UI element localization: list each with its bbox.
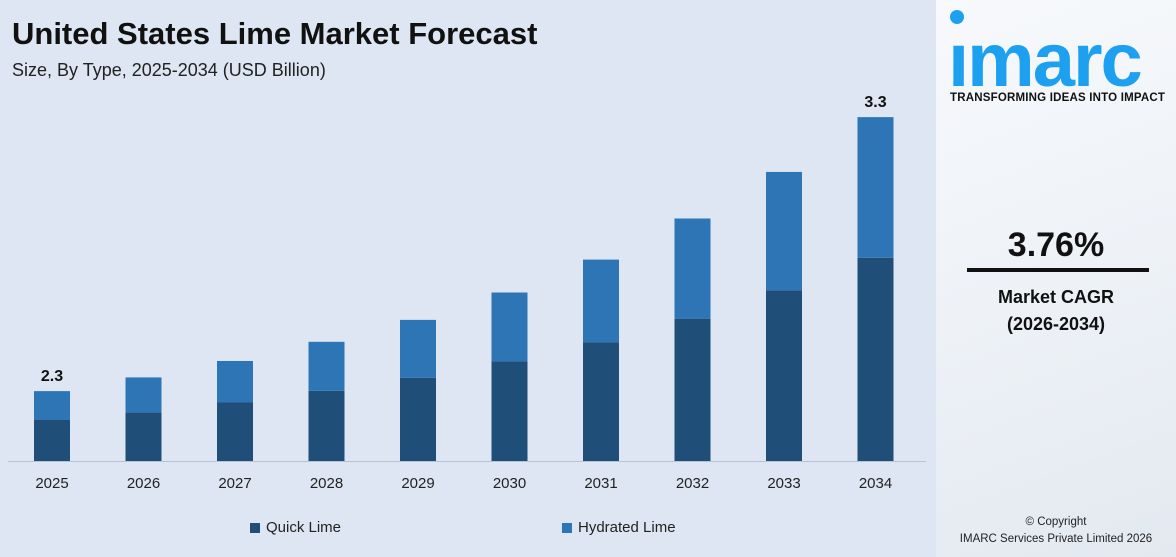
bar-hydrated-lime-2028 [308,341,345,391]
bar-hydrated-lime-2033 [766,171,802,291]
bar-hydrated-lime-2032 [674,218,711,319]
data-label: 2.3 [41,368,63,385]
bar-quick-lime-2026 [125,412,162,461]
bar-quick-lime-2030 [491,361,528,461]
legend-item-quick-lime: Quick Lime [250,519,341,536]
bar-quick-lime-2032 [674,318,711,461]
bar-hydrated-lime-2034 [857,117,894,258]
chart-subtitle: Size, By Type, 2025-2034 (USD Billion) [12,60,326,80]
x-tick-label: 2030 [493,475,526,492]
x-tick-label: 2029 [401,475,434,492]
bar-chart: 2025 2.3 2026 2027 2028 2029 2030 2031 2032 2033 2… [8,94,926,492]
cagr-label: Market CAGR (2026-2034) [936,284,1176,338]
cagr-value: 3.76% [1007,226,1105,264]
bar-hydrated-lime-2027 [217,360,253,403]
x-tick-label: 2025 [35,475,68,492]
x-tick-label: 2027 [218,475,251,492]
bar-quick-lime-2025 [34,419,70,461]
x-tick-label: 2028 [310,475,343,492]
bar-quick-lime-2033 [766,290,802,461]
bar-quick-lime-2029 [400,377,436,461]
bar-hydrated-lime-2029 [400,319,436,378]
legend-item-hydrated-lime: Hydrated Lime [562,519,676,536]
imarc-logo: ımarc [948,10,1144,90]
bar-quick-lime-2028 [308,390,345,461]
chart-panel: United States Lime Market Forecast Size,… [8,16,926,536]
svg-text:ımarc: ımarc [948,18,1142,90]
bar-hydrated-lime-2026 [125,377,162,413]
info-panel: ımarc TRANSFORMING IDEAS INTO IMPACT 3.7… [936,0,1176,557]
cagr-label-text: Market CAGR [997,287,1115,307]
x-tick-label: 2033 [767,475,800,492]
cagr-period: (2026-2034) [1006,314,1106,334]
bar-quick-lime-2027 [217,402,253,461]
bar-quick-lime-2031 [583,342,619,461]
bar-quick-lime-2034 [857,257,894,461]
tagline: TRANSFORMING IDEAS INTO IMPACT [950,92,1166,104]
x-tick-label: 2031 [584,475,617,492]
data-label: 3.3 [864,94,886,111]
legend-label: Hydrated Lime [578,519,676,536]
divider [967,268,1149,272]
company-name: IMARC Services Private Limited 2026 [959,533,1153,545]
x-tick-label: 2032 [676,475,709,492]
x-tick-label: 2034 [859,475,892,492]
legend-swatch [562,522,572,533]
bar-hydrated-lime-2031 [583,259,619,343]
bar-hydrated-lime-2030 [491,292,528,362]
legend-swatch [250,522,260,533]
x-tick-label: 2026 [127,475,160,492]
copyright: © Copyright IMARC Services Private Limit… [936,514,1176,548]
bar-hydrated-lime-2025 [34,391,70,420]
copyright-text: © Copyright [1025,516,1087,528]
legend-label: Quick Lime [266,519,342,536]
chart-title: United States Lime Market Forecast [12,16,538,51]
